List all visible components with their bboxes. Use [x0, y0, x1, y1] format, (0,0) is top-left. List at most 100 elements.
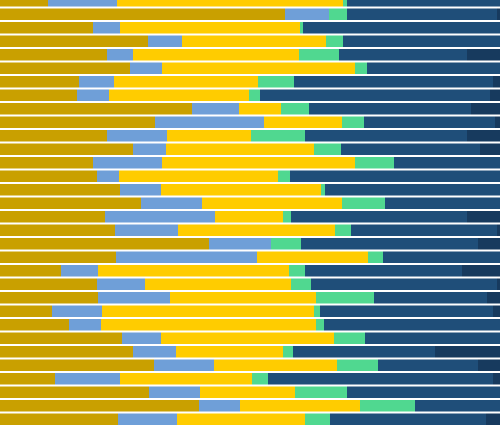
- bar-segment: [0, 49, 107, 61]
- bar-segment: [214, 359, 337, 371]
- bar-segment: [0, 170, 97, 182]
- bar-segment: [120, 373, 252, 385]
- bar-segment: [478, 359, 500, 371]
- bar-segment: [497, 278, 500, 290]
- bar-segment: [176, 346, 283, 358]
- bar-segment: [120, 22, 300, 34]
- bar-segment: [305, 413, 330, 425]
- bar-segment: [155, 116, 264, 128]
- bar-segment: [0, 0, 48, 7]
- bar-segment: [0, 197, 141, 209]
- bar-segment: [105, 211, 215, 223]
- bar-segment: [341, 143, 480, 155]
- bar-segment: [291, 278, 311, 290]
- bar-segment: [0, 373, 55, 385]
- bar-segment: [364, 116, 495, 128]
- bar-segment: [385, 197, 500, 209]
- bar-segment: [116, 251, 257, 263]
- bar-segment: [337, 359, 378, 371]
- bar-segment: [326, 35, 343, 47]
- bar-segment: [321, 184, 325, 196]
- bar-segment: [285, 8, 329, 20]
- bar-segment: [314, 305, 320, 317]
- bar-segment: [495, 116, 500, 128]
- bar-segment: [101, 319, 316, 331]
- bar-segment: [200, 386, 295, 398]
- bar-segment: [177, 413, 305, 425]
- bar-segment: [145, 278, 291, 290]
- bar-segment: [467, 130, 500, 142]
- bar-segment: [343, 0, 347, 7]
- bar-segment: [161, 332, 334, 344]
- bar-segment: [355, 62, 367, 74]
- bar-segment: [271, 238, 301, 250]
- bar-segment: [167, 130, 251, 142]
- bar-segment: [0, 8, 285, 20]
- bar-segment: [252, 373, 268, 385]
- bar-segment: [0, 89, 77, 101]
- bar-segment: [48, 0, 117, 7]
- bar-segment: [0, 224, 115, 236]
- bar-segment: [0, 305, 52, 317]
- bar-segment: [239, 103, 281, 115]
- bar-segment: [347, 0, 500, 7]
- bar-segment: [170, 292, 316, 304]
- bar-segment: [320, 305, 493, 317]
- bar-segment: [467, 49, 500, 61]
- bar-segment: [0, 319, 69, 331]
- bar-segment: [493, 373, 500, 385]
- bar-segment: [293, 346, 435, 358]
- bar-segment: [278, 170, 290, 182]
- bar-segment: [97, 170, 119, 182]
- bar-segment: [98, 292, 170, 304]
- bar-segment: [335, 224, 351, 236]
- bar-segment: [119, 170, 278, 182]
- bar-segment: [343, 35, 500, 47]
- bar-segment: [215, 211, 283, 223]
- bar-segment: [497, 224, 500, 236]
- bar-segment: [77, 89, 109, 101]
- bar-segment: [260, 89, 490, 101]
- bar-segment: [162, 62, 355, 74]
- bar-segment: [347, 8, 497, 20]
- bar-segment: [0, 346, 133, 358]
- bar-segment: [394, 157, 500, 169]
- bar-segment: [120, 184, 161, 196]
- bar-segment: [192, 103, 239, 115]
- bar-segment: [374, 292, 487, 304]
- bar-segment: [97, 278, 145, 290]
- bar-segment: [102, 305, 314, 317]
- bar-segment: [299, 49, 339, 61]
- bar-segment: [52, 305, 102, 317]
- bar-segment: [109, 89, 249, 101]
- bar-segment: [360, 400, 415, 412]
- bar-segment: [154, 359, 214, 371]
- bar-segment: [490, 89, 500, 101]
- bar-segment: [0, 103, 192, 115]
- bar-segment: [202, 197, 342, 209]
- bar-segment: [166, 143, 314, 155]
- bar-segment: [0, 62, 130, 74]
- bar-segment: [283, 346, 293, 358]
- bar-segment: [93, 157, 162, 169]
- bar-segment: [141, 197, 202, 209]
- bar-segment: [133, 346, 176, 358]
- bar-segment: [149, 386, 200, 398]
- bar-segment: [311, 278, 497, 290]
- bar-segment: [130, 62, 162, 74]
- bar-segment: [93, 22, 120, 34]
- bar-segment: [55, 373, 120, 385]
- bar-segment: [325, 184, 500, 196]
- bar-segment: [324, 319, 500, 331]
- bar-segment: [290, 170, 500, 182]
- bar-segment: [0, 22, 93, 34]
- bar-segment: [467, 211, 500, 223]
- bar-segment: [118, 413, 177, 425]
- bar-segment: [0, 116, 155, 128]
- bar-segment: [289, 265, 305, 277]
- bar-segment: [240, 400, 360, 412]
- bar-segment: [257, 251, 368, 263]
- bar-segment: [435, 346, 500, 358]
- bar-segment: [162, 157, 355, 169]
- bar-segment: [301, 238, 478, 250]
